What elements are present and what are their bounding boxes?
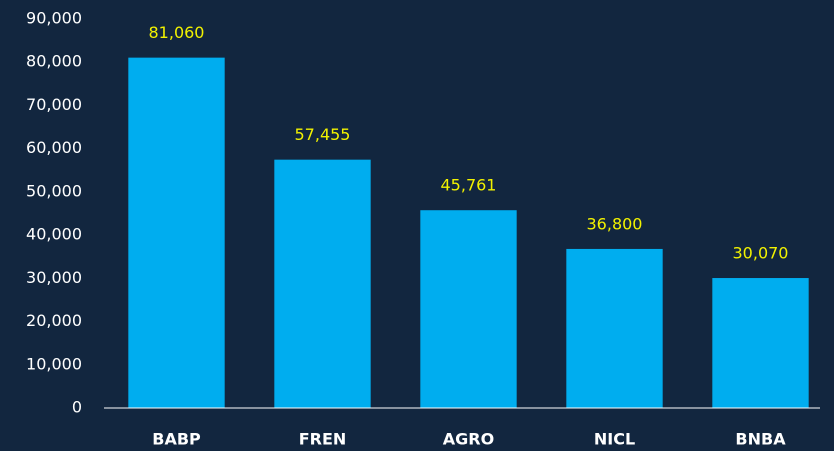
value-label: 36,800 <box>587 214 643 233</box>
value-label: 30,070 <box>733 244 789 263</box>
x-tick-label: AGRO <box>443 430 494 449</box>
value-label: 45,761 <box>441 176 497 195</box>
bar <box>712 278 809 408</box>
x-tick-label: BNBA <box>735 430 786 449</box>
x-tick-label: NICL <box>594 430 635 449</box>
y-tick-label: 30,000 <box>26 268 82 287</box>
y-tick-label: 80,000 <box>26 52 82 71</box>
y-tick-label: 20,000 <box>26 311 82 330</box>
y-tick-label: 70,000 <box>26 95 82 114</box>
x-tick-label: FREN <box>299 430 347 449</box>
y-tick-label: 90,000 <box>26 9 82 28</box>
x-tick-label: BABP <box>152 430 201 449</box>
y-tick-label: 10,000 <box>26 354 82 373</box>
y-tick-label: 50,000 <box>26 181 82 200</box>
y-tick-label: 0 <box>72 398 82 417</box>
value-label: 81,060 <box>149 23 205 42</box>
bar <box>420 210 517 408</box>
y-tick-label: 40,000 <box>26 225 82 244</box>
value-label: 57,455 <box>295 125 351 144</box>
bar <box>274 159 371 408</box>
bar <box>128 57 225 409</box>
y-tick-label: 60,000 <box>26 138 82 157</box>
bar <box>566 248 663 408</box>
